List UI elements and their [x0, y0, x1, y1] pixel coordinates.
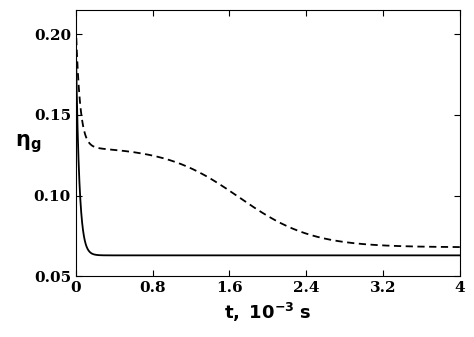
X-axis label: $\mathbf{t,\ 10^{-3}\ s}$: $\mathbf{t,\ 10^{-3}\ s}$ [224, 301, 311, 324]
Y-axis label: $\mathbf{\eta_g}$: $\mathbf{\eta_g}$ [15, 132, 41, 155]
